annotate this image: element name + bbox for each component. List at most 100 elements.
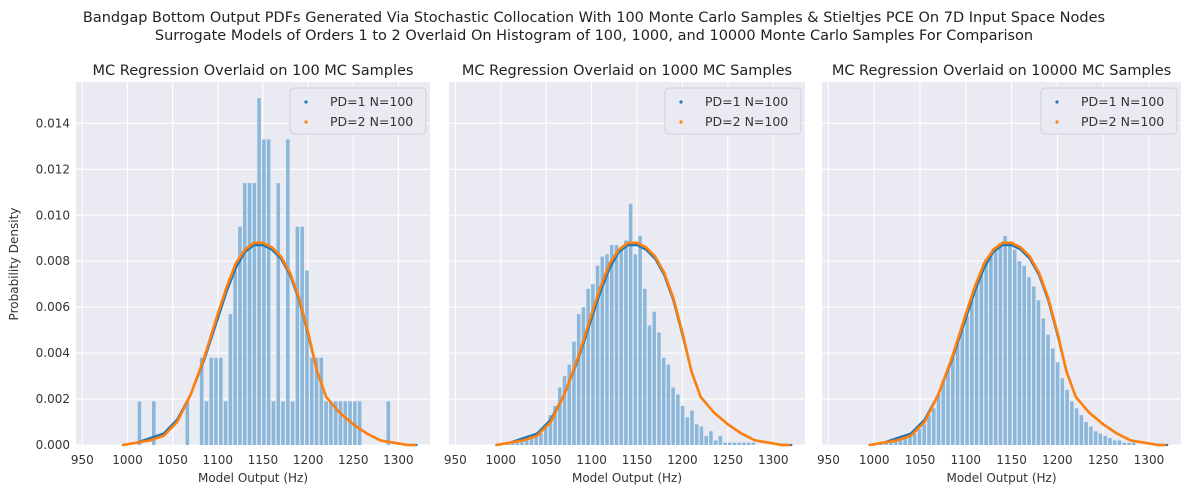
series-point-pd2 bbox=[563, 393, 566, 396]
histogram-bar bbox=[553, 405, 557, 445]
series-point-pd1 bbox=[1010, 244, 1013, 247]
histogram-bar bbox=[955, 341, 960, 445]
figure-title-line-2: Surrogate Models of Orders 1 to 2 Overla… bbox=[155, 28, 1033, 44]
x-tick-label: 1000 bbox=[112, 453, 143, 467]
histogram-bar bbox=[600, 256, 605, 445]
histogram-bar bbox=[1117, 440, 1122, 445]
series-point-pd2 bbox=[1115, 432, 1118, 435]
subplot-3: MC Regression Overlaid on 10000 MC Sampl… bbox=[817, 63, 1181, 485]
series-point-pd2 bbox=[617, 248, 620, 251]
series-point-pd2 bbox=[1010, 241, 1013, 244]
histogram-bar bbox=[1012, 249, 1017, 445]
x-tick-label: 1100 bbox=[576, 453, 607, 467]
series-point-pd2 bbox=[365, 432, 368, 435]
series-point-pd2 bbox=[672, 296, 675, 300]
histogram-bar bbox=[333, 401, 338, 445]
histogram-bar bbox=[922, 424, 926, 445]
x-tick-label: 1100 bbox=[951, 453, 982, 467]
histogram-bar bbox=[1041, 318, 1046, 445]
histogram-bar bbox=[694, 424, 699, 445]
histogram-bar bbox=[1089, 426, 1093, 445]
y-tick-label: 0.002 bbox=[36, 392, 70, 406]
series-point-pd2 bbox=[699, 395, 702, 398]
histogram-bar bbox=[185, 401, 190, 445]
y-tick-label: 0.008 bbox=[36, 254, 70, 268]
x-tick-label: 1250 bbox=[713, 453, 744, 467]
series-point-pd2 bbox=[923, 420, 926, 424]
histogram-bar bbox=[539, 433, 543, 445]
histogram-bar bbox=[319, 357, 324, 445]
series-point-pd2 bbox=[406, 443, 409, 447]
histogram-bar bbox=[1055, 362, 1060, 445]
histogram-bar bbox=[529, 435, 534, 445]
series-point-pd2 bbox=[176, 420, 179, 424]
x-tick-label: 1300 bbox=[758, 453, 789, 467]
histogram-bar bbox=[214, 357, 218, 445]
histogram-bar bbox=[1122, 442, 1127, 445]
x-tick-label: 1300 bbox=[383, 453, 414, 467]
x-tick-label: 1200 bbox=[293, 453, 324, 467]
x-tick-label: 1050 bbox=[157, 453, 188, 467]
x-tick-label: 1250 bbox=[1088, 453, 1119, 467]
x-axis-label: Model Output (Hz) bbox=[946, 471, 1056, 485]
histogram-bar bbox=[515, 442, 520, 445]
series-point-pd2 bbox=[1143, 441, 1146, 444]
series-point-pd1 bbox=[895, 437, 899, 440]
histogram-bar bbox=[242, 183, 247, 445]
histogram-bar bbox=[1008, 245, 1012, 445]
histogram-bar bbox=[946, 369, 950, 445]
y-axis-label: Probability Density bbox=[7, 208, 21, 321]
histogram-bar bbox=[671, 387, 675, 445]
histogram-bar bbox=[543, 424, 548, 445]
x-tick-label: 950 bbox=[444, 453, 467, 467]
x-axis-label: Model Output (Hz) bbox=[572, 471, 682, 485]
histogram-bar bbox=[262, 139, 266, 445]
series-point-pd2 bbox=[1047, 296, 1050, 300]
histogram-bar bbox=[1060, 378, 1065, 445]
series-point-pd2 bbox=[162, 434, 165, 437]
histogram-bar bbox=[605, 254, 609, 445]
series-point-pd2 bbox=[352, 423, 355, 426]
histogram-bar bbox=[633, 254, 638, 445]
histogram-bar bbox=[884, 442, 888, 445]
histogram-bar bbox=[329, 401, 333, 445]
histogram-bar bbox=[979, 274, 984, 445]
legend-marker-pd1 bbox=[679, 100, 683, 104]
series-point-pd2 bbox=[973, 285, 977, 288]
histogram-bar bbox=[657, 332, 661, 445]
series-point-pd2 bbox=[895, 439, 899, 442]
series-point-pd2 bbox=[767, 441, 770, 444]
histogram-bar bbox=[238, 226, 242, 445]
y-tick-label: 0.004 bbox=[36, 346, 70, 360]
legend-box bbox=[1040, 87, 1178, 135]
histogram-bar bbox=[751, 442, 756, 445]
series-point-pd2 bbox=[713, 411, 716, 414]
histogram-bar bbox=[989, 254, 993, 445]
histogram-bar bbox=[1074, 408, 1079, 445]
x-tick-label: 1050 bbox=[531, 453, 562, 467]
histogram-bar bbox=[666, 364, 671, 445]
figure-title-line-1: Bandgap Bottom Output PDFs Generated Via… bbox=[83, 10, 1105, 26]
histogram-bar bbox=[386, 401, 391, 445]
histogram-bar bbox=[1003, 235, 1007, 445]
legend-marker-pd2 bbox=[304, 120, 308, 124]
histogram-bar bbox=[998, 242, 1003, 445]
histogram-bar bbox=[893, 440, 898, 445]
series-point-pd2 bbox=[379, 439, 382, 442]
histogram-bar bbox=[737, 442, 742, 445]
series-point-pd2 bbox=[1164, 443, 1167, 447]
histogram-bar bbox=[524, 440, 529, 445]
histogram-bar bbox=[1065, 389, 1069, 445]
series-point-pd2 bbox=[590, 312, 593, 316]
legend-marker-pd1 bbox=[304, 100, 308, 104]
x-tick-label: 950 bbox=[817, 453, 840, 467]
histogram-bar bbox=[1027, 277, 1031, 445]
series-point-pd2 bbox=[338, 411, 341, 414]
subplot-title: MC Regression Overlaid on 10000 MC Sampl… bbox=[832, 63, 1171, 79]
series-point-pd2 bbox=[663, 271, 666, 274]
histogram-bar bbox=[619, 249, 623, 445]
histogram-bar bbox=[1103, 435, 1107, 445]
histogram-bar bbox=[252, 183, 257, 445]
histogram-bar bbox=[510, 442, 515, 445]
